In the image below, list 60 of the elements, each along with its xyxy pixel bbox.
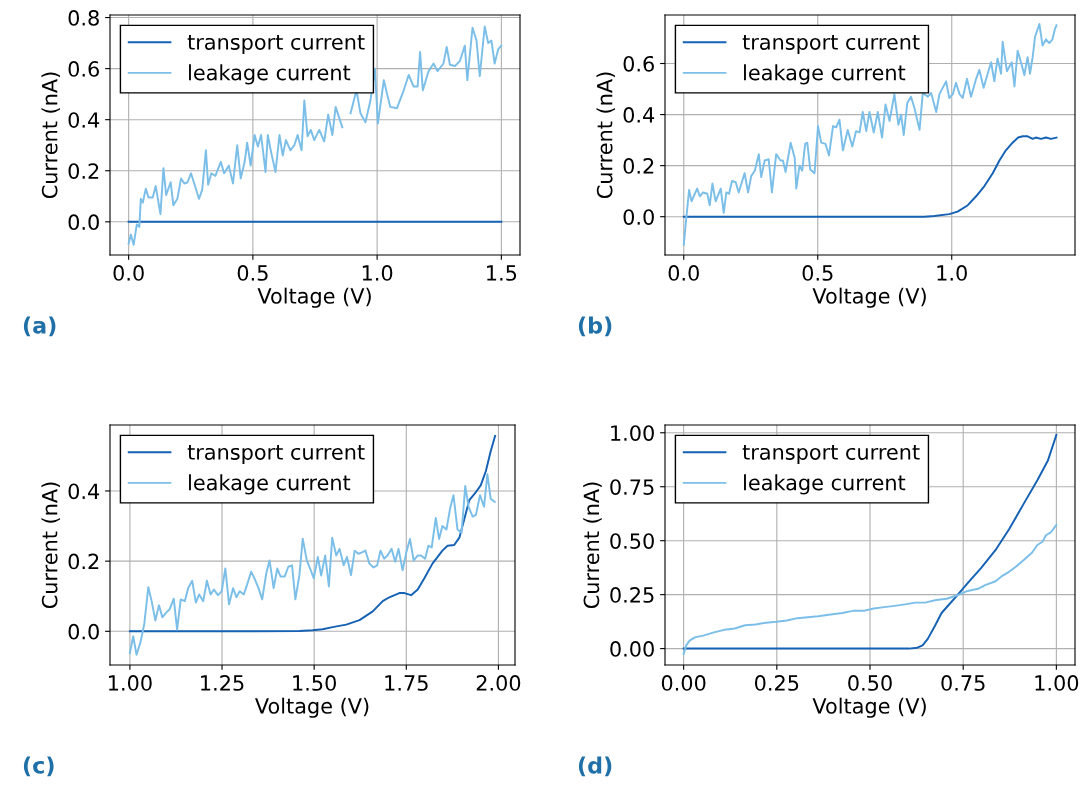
- x-tick-label: 1.00: [108, 675, 152, 691]
- x-axis-title: Voltage (V): [812, 287, 926, 308]
- text: (b): [578, 316, 612, 337]
- legend-label: leakage current: [744, 474, 906, 495]
- legend-label: transport current: [187, 34, 365, 54]
- text: (a): [23, 316, 56, 337]
- x-tick-label: 1.75: [385, 675, 428, 691]
- x-tick-label: 1.0: [362, 265, 393, 281]
- x-tick-label: 0.75: [941, 675, 985, 691]
- y-tick-label: 0.0: [68, 214, 99, 231]
- x-tick-label: 0.5: [237, 265, 268, 281]
- legend-label: leakage current: [189, 64, 351, 85]
- y-tick-label: 0.2: [623, 158, 654, 174]
- y-tick-label: 0.0: [68, 623, 99, 640]
- line-series: [128, 473, 496, 656]
- y-axis-title: Current (nA): [583, 482, 602, 609]
- y-tick-label: 0.8: [68, 10, 99, 26]
- y-axis-title: Current (nA): [41, 482, 61, 609]
- x-tick-label: 0.00: [661, 675, 706, 691]
- x-tick-label: 0.50: [848, 675, 892, 691]
- legend-label: transport current: [187, 444, 365, 464]
- y-tick-label: 0.6: [623, 55, 654, 72]
- text: (c): [23, 756, 54, 777]
- x-tick-label: 0.25: [755, 675, 799, 691]
- legend-label: transport current: [742, 444, 920, 464]
- text: (d): [578, 756, 612, 777]
- y-tick-label: 0.2: [68, 163, 99, 179]
- y-axis-title: Current (nA): [41, 72, 61, 199]
- legend-label: leakage current: [744, 64, 906, 85]
- y-tick-label: 1.00: [611, 425, 654, 441]
- line-series: [682, 523, 1058, 655]
- legend-label: leakage current: [189, 474, 351, 495]
- x-tick-label: 1.50: [293, 675, 336, 691]
- x-axis-title: Voltage (V): [255, 697, 369, 718]
- x-axis-title: Voltage (V): [257, 287, 371, 308]
- x-tick-label: 1.00: [1035, 675, 1079, 691]
- y-tick-label: 0.50: [610, 533, 654, 549]
- line-series: [682, 22, 1058, 246]
- line-series: [682, 433, 1058, 650]
- x-tick-label: 1.5: [487, 265, 517, 281]
- y-tick-label: 0.00: [610, 641, 654, 657]
- line-series: [128, 434, 497, 633]
- legend-label: transport current: [742, 34, 920, 54]
- x-tick-label: 2.00: [476, 675, 521, 691]
- y-tick-label: 0.4: [68, 483, 100, 500]
- y-axis-title: Current (nA): [596, 72, 616, 199]
- x-tick-label: 0.0: [668, 265, 699, 281]
- x-tick-label: 0.0: [113, 265, 144, 281]
- x-tick-label: 1.25: [201, 675, 244, 691]
- y-tick-label: 0.0: [623, 209, 654, 225]
- y-tick-label: 0.2: [68, 553, 99, 570]
- x-axis-title: Voltage (V): [812, 697, 926, 718]
- x-tick-label: 1.0: [937, 265, 967, 281]
- y-tick-label: 0.4: [623, 107, 655, 123]
- y-tick-label: 0.6: [68, 61, 99, 77]
- y-tick-label: 0.75: [610, 479, 654, 495]
- y-tick-label: 0.25: [610, 587, 654, 603]
- y-tick-label: 0.4: [68, 112, 100, 128]
- line-series: [682, 135, 1058, 218]
- x-tick-label: 0.5: [802, 265, 833, 281]
